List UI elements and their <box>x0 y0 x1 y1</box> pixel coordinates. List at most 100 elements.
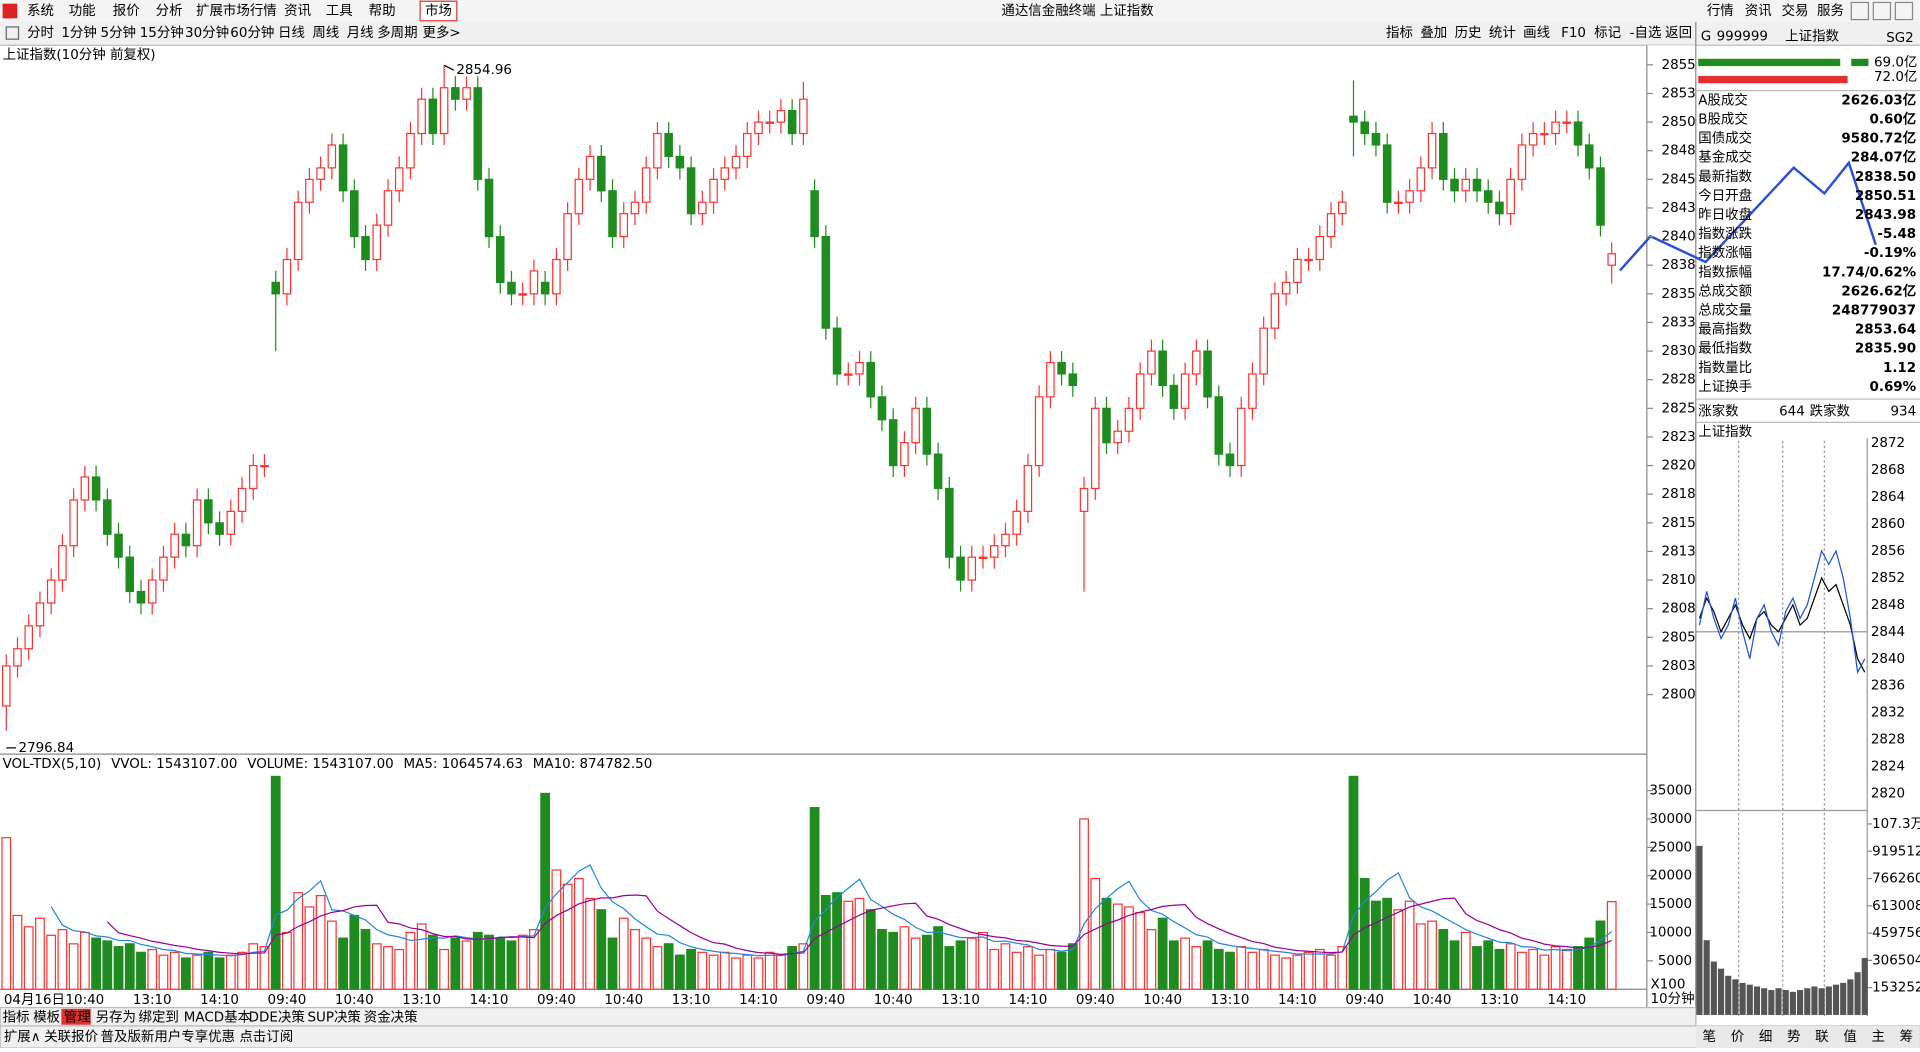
status-item[interactable]: 普及版新用户专享优惠 点击订阅 <box>101 1028 294 1045</box>
mini-volume-bar <box>1861 957 1868 1015</box>
x-tick-label: 13:10 <box>1480 993 1519 1008</box>
tool-button[interactable]: 返回 <box>1665 25 1692 41</box>
candle-body <box>484 178 494 238</box>
volume-bar <box>630 929 640 990</box>
volume-bar <box>1359 877 1370 990</box>
candle-body <box>810 190 819 238</box>
period-button[interactable]: 周线 <box>312 25 339 41</box>
menu-item[interactable]: 帮助 <box>369 3 396 19</box>
y-tick-label: 25000 <box>1649 840 1692 855</box>
volume-bar <box>933 926 943 990</box>
candle-body <box>192 499 202 547</box>
period-button[interactable]: 15分钟 <box>140 24 184 41</box>
right-tab[interactable]: 势 <box>1787 1029 1800 1045</box>
info-value: 2853.64 <box>1855 323 1916 338</box>
menu-item[interactable]: 市场 <box>425 2 452 19</box>
period-button[interactable]: 月线 <box>347 25 374 41</box>
volume-bar <box>1011 951 1022 990</box>
x-tick-label: 13:10 <box>672 993 711 1008</box>
right-tab[interactable]: 价 <box>1731 1030 1745 1045</box>
candle-body <box>260 464 269 468</box>
status-item[interactable]: 关联报价 <box>44 1029 98 1045</box>
tool-button[interactable]: F10 <box>1561 26 1586 41</box>
menu-item[interactable]: 资讯 <box>284 3 311 19</box>
chart-title: 上证指数(10分钟 前复权) <box>3 46 156 63</box>
right-tab[interactable]: 主 <box>1871 1029 1884 1045</box>
x-tick-label: 10:40 <box>874 993 913 1008</box>
candle-body <box>451 87 460 100</box>
close-button[interactable] <box>1894 1 1914 21</box>
menu-item[interactable]: 分析 <box>156 3 183 19</box>
volume-bar <box>315 894 326 990</box>
minimize-button[interactable] <box>1850 1 1870 21</box>
bottom-tab[interactable]: 模板 <box>33 1009 60 1025</box>
x-tick-label: 14:10 <box>739 993 778 1008</box>
restore-button[interactable] <box>1872 1 1892 21</box>
right-tab[interactable]: 笔 <box>1703 1029 1716 1045</box>
top-right-menu[interactable]: 交易 <box>1782 2 1809 19</box>
bottom-tab[interactable]: 资金决策 <box>364 1008 418 1025</box>
info-value: 0.60亿 <box>1870 110 1917 127</box>
info-label: 基金成交 <box>1698 149 1752 166</box>
right-tab[interactable]: 联 <box>1815 1029 1828 1045</box>
tool-button[interactable]: 指标 <box>1386 25 1413 41</box>
right-tab[interactable]: 筹 <box>1900 1028 1913 1045</box>
candle-body <box>1360 121 1370 135</box>
candle-body <box>552 258 561 295</box>
toolbar <box>0 22 1920 46</box>
top-right-menu[interactable]: 资讯 <box>1745 3 1772 19</box>
period-button[interactable]: 30分钟 <box>185 24 229 41</box>
volume-bar <box>910 937 921 990</box>
tool-button[interactable]: 标记 <box>1594 25 1621 41</box>
y-tick-label: 2810 <box>1662 573 1696 588</box>
menu-item[interactable]: 功能 <box>69 3 96 19</box>
y-tick-label: 2855 <box>1662 58 1696 73</box>
info-code: 999999 <box>1717 30 1768 45</box>
candle-body <box>1562 121 1572 124</box>
candle-body <box>1034 396 1044 467</box>
period-button[interactable]: 分时 <box>27 25 54 41</box>
tool-button[interactable]: 画线 <box>1523 25 1550 41</box>
period-button[interactable]: 1分钟 <box>61 24 96 41</box>
volume-bar <box>1112 903 1123 990</box>
candle-body <box>1180 373 1190 409</box>
bottom-tab[interactable]: 管理 <box>64 1009 91 1025</box>
bottom-tab[interactable]: SUP决策 <box>307 1008 361 1025</box>
info-tag: SG2 <box>1886 31 1914 46</box>
menu-item[interactable]: 报价 <box>113 3 140 19</box>
candle-body <box>293 201 303 261</box>
menu-item[interactable]: 系统 <box>27 3 54 19</box>
right-tab[interactable]: 值 <box>1843 1029 1856 1045</box>
volume-bar <box>820 894 831 990</box>
candle-body <box>1584 144 1594 169</box>
period-button[interactable]: 多周期 <box>377 24 417 41</box>
tool-button[interactable]: -自选 <box>1630 25 1662 41</box>
tool-button[interactable]: 统计 <box>1489 25 1516 41</box>
candle-body <box>585 155 595 180</box>
bottom-tab[interactable]: 指标 <box>3 1009 30 1025</box>
period-button[interactable]: 日线 <box>278 25 305 41</box>
menu-item[interactable]: 扩展市场行情 <box>196 2 277 19</box>
right-tab[interactable]: 细 <box>1759 1029 1772 1045</box>
tool-button[interactable]: 叠加 <box>1420 25 1447 41</box>
mini-volume-bar <box>1818 988 1825 1015</box>
y-tick-label: 2815 <box>1662 516 1696 531</box>
status-item[interactable]: 扩展∧ <box>4 1029 41 1045</box>
bottom-tab[interactable]: MACD基本 <box>184 1008 251 1025</box>
volume-bar <box>1034 954 1045 990</box>
menu-item[interactable]: 工具 <box>326 4 353 19</box>
top-right-menu[interactable]: 行情 <box>1707 3 1734 19</box>
y-tick-label: 2838 <box>1662 258 1696 273</box>
period-button[interactable]: 60分钟 <box>230 24 274 41</box>
volume-bar <box>764 951 775 990</box>
period-button[interactable]: 5分钟 <box>101 24 136 41</box>
bottom-tab[interactable]: DDE决策 <box>249 1008 306 1025</box>
tool-button[interactable]: 历史 <box>1455 25 1482 41</box>
bottom-tab[interactable]: 另存为 <box>96 1009 136 1025</box>
candle-body <box>1596 167 1605 226</box>
period-button[interactable]: 更多> <box>423 24 461 41</box>
volume-bar <box>192 954 203 990</box>
bottom-tab[interactable]: 绑定到 <box>138 1009 178 1025</box>
top-right-menu[interactable]: 服务 <box>1817 3 1844 19</box>
volume-bar <box>742 954 753 990</box>
